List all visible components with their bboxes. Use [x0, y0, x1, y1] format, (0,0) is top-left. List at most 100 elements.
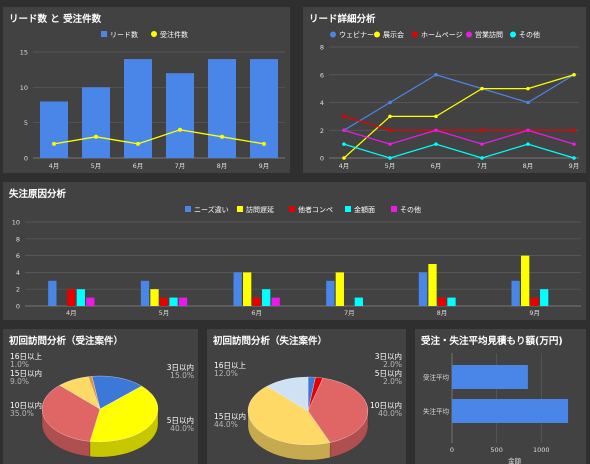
pie-label-16: 16日以上	[10, 352, 43, 361]
pie-slice	[41, 384, 101, 442]
pie-pct-10: 40.0%	[378, 409, 402, 418]
legend-marker	[237, 206, 243, 212]
bar-loss-reason	[67, 289, 76, 306]
y-tick-label: 10	[12, 219, 20, 227]
bar-avg-amount	[452, 399, 569, 423]
pie-label-16: 16日以上	[214, 361, 247, 370]
chart-title: リード数 と 受注件数	[9, 14, 102, 25]
x-tick-label: 500	[490, 446, 502, 454]
bar-loss-reason	[243, 272, 252, 306]
bar-loss-reason	[418, 272, 428, 306]
pie-label-15: 15日以内	[10, 369, 43, 378]
series-point	[526, 128, 530, 133]
legend-label: その他	[400, 205, 421, 214]
pie-slice	[307, 377, 369, 443]
bar-loss-reason	[178, 297, 188, 306]
chart-title: リード詳細分析	[309, 14, 376, 25]
bar-loss-reason	[530, 297, 539, 306]
bar-loss-reason	[262, 289, 271, 306]
x-tick-label: 0	[450, 446, 454, 454]
x-axis-label: 金額	[508, 456, 522, 464]
bar-lead	[40, 101, 68, 158]
series-point	[388, 100, 392, 105]
series-line-orders	[53, 129, 265, 145]
x-tick-label: 4月	[66, 309, 77, 317]
x-tick-label: 6月	[251, 309, 262, 317]
y-tick-label: 0	[16, 303, 20, 311]
pie-pct-3: 2.0%	[382, 360, 402, 369]
legend-marker	[510, 31, 516, 38]
panel-lead-orders: リード数 と 受注件数 リード数 受注件数 0 5 10 15 4月 5月 6月 7月 8月 9月	[3, 7, 290, 173]
x-tick-label: 8月	[437, 309, 448, 317]
legend-label: 営業訪問	[475, 30, 503, 39]
pie-pct-3: 15.0%	[170, 371, 194, 380]
legend-label: その他	[519, 30, 540, 39]
chart-title: 初回訪問分析（失注案件）	[213, 336, 328, 347]
pie-label-10: 10日以内	[369, 401, 402, 410]
bar-loss-reason	[511, 280, 520, 306]
x-tick-label: 6月	[431, 162, 442, 170]
series-point	[434, 142, 438, 146]
loss-reason-chart: ニーズ違い 訪問遅延 他者コンペ 金額面 その他 0 2 4 6 8 10 4月 5月 6月 7月 8月 9月	[12, 205, 581, 317]
y-tick-label: 2	[320, 127, 324, 135]
bar-lead	[82, 87, 110, 158]
series-point	[388, 128, 392, 133]
lead-detail-chart: ウェビナー 展示会 ホームページ 営業訪問 その他 0 2 4 6 8 4月 5月 6月 7月 8月 9月	[320, 30, 580, 170]
bar-loss-reason	[447, 297, 456, 306]
pie-pct-5: 40.0%	[170, 424, 194, 433]
pie-won-chart	[41, 375, 159, 458]
pie-label-3: 3日以内	[374, 352, 402, 361]
pie-slice-shade	[330, 411, 368, 458]
series-point	[434, 114, 438, 119]
series-line	[343, 74, 575, 159]
bar-loss-reason	[169, 297, 178, 306]
x-tick-label: 7月	[477, 162, 488, 170]
legend-marker	[391, 206, 397, 212]
y-tick-label: 0	[320, 155, 324, 163]
bar-lead	[208, 59, 236, 158]
pie-label-10: 10日以内	[10, 401, 43, 410]
y-tick-label: 2	[16, 286, 20, 294]
bar-loss-reason	[428, 264, 437, 306]
bar-lead	[166, 73, 194, 158]
pie-pct-5: 2.0%	[382, 377, 402, 386]
series-point	[388, 156, 392, 160]
pie-pct-16: 1.0%	[10, 360, 30, 369]
series-point	[388, 142, 392, 146]
legend-marker	[185, 206, 191, 212]
pie-pct-15: 44.0%	[214, 420, 238, 429]
point-orders	[52, 141, 56, 146]
pie-slice-shade	[42, 409, 90, 457]
pie-slice	[266, 376, 309, 412]
pie-pct-16: 12.0%	[214, 369, 238, 378]
pie-label-15: 15日以内	[214, 412, 247, 421]
legend-marker	[330, 31, 336, 38]
series-point	[480, 128, 484, 133]
pie-slice-shade	[248, 411, 331, 460]
pie-pct-10: 35.0%	[10, 409, 34, 418]
series-point	[526, 100, 530, 105]
legend-label: 訪問遅延	[246, 205, 274, 214]
bar-loss-reason	[233, 272, 242, 306]
series-point	[434, 128, 438, 133]
series-point	[526, 86, 530, 91]
pie-label-5: 5日以内	[166, 416, 194, 425]
y-tick-label: 5	[24, 119, 28, 127]
bar-loss-reason	[252, 297, 261, 306]
legend-marker	[374, 31, 380, 38]
y-tick-label: 6	[16, 252, 20, 260]
x-tick-label: 7月	[344, 309, 355, 317]
legend-marker	[151, 31, 157, 37]
x-tick-label: 5月	[159, 309, 170, 317]
series-point	[526, 142, 530, 146]
series-point	[572, 156, 576, 160]
bar-loss-reason	[150, 289, 159, 306]
x-tick-label: 9月	[569, 162, 580, 170]
bar-loss-reason	[159, 297, 169, 306]
legend-label: ニーズ違い	[194, 205, 229, 214]
series-line	[343, 129, 575, 145]
pie-slice	[89, 385, 159, 443]
legend-marker	[345, 206, 351, 212]
point-orders	[220, 134, 224, 139]
